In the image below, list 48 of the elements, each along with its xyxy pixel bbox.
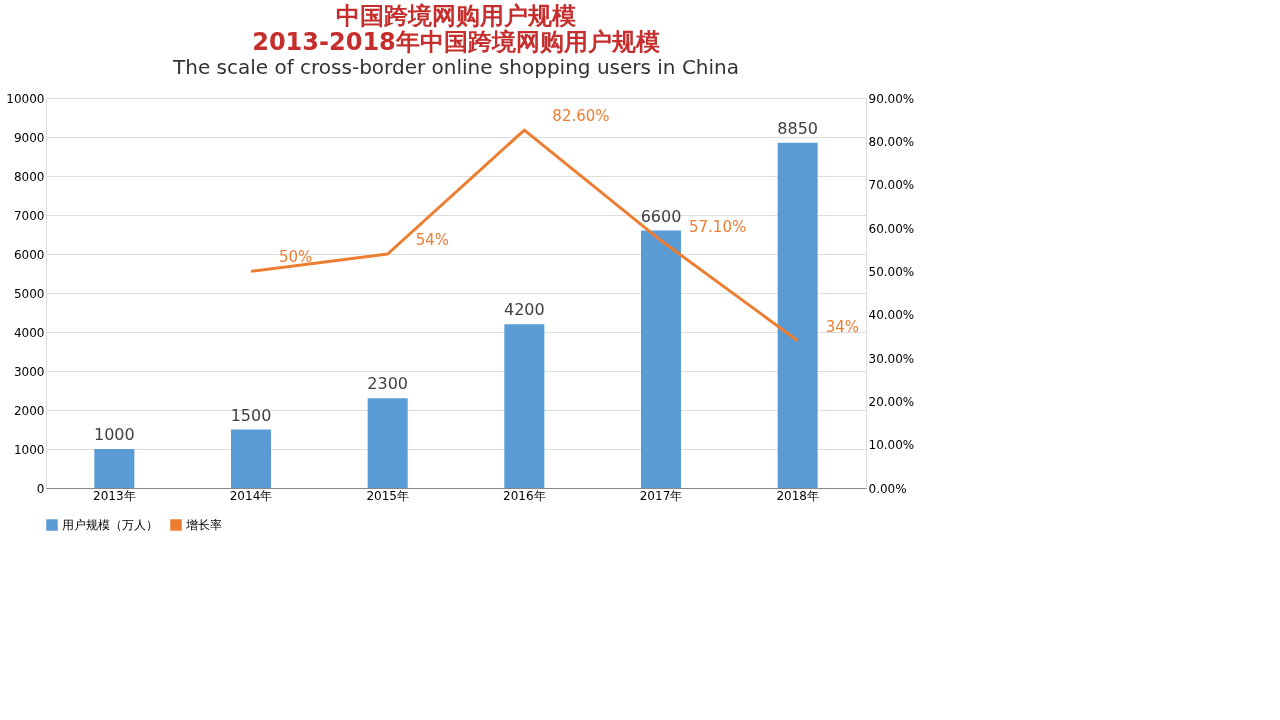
y2-tick-label: 90.00% bbox=[868, 91, 915, 106]
data-label: 82.60% bbox=[552, 107, 610, 126]
y-tick-label: 6000 bbox=[13, 247, 45, 262]
x-tick-label: 2014年 bbox=[229, 488, 273, 503]
data-label: 2300 bbox=[367, 374, 409, 394]
data-label: 57.10% bbox=[689, 217, 747, 236]
data-label: 34% bbox=[825, 317, 860, 336]
data-label: 1500 bbox=[230, 405, 272, 425]
y-tick-label: 10000 bbox=[6, 91, 45, 106]
y2-tick-label: 30.00% bbox=[868, 351, 915, 366]
x-tick-label: 2017年 bbox=[639, 488, 683, 503]
y-tick-label: 0 bbox=[36, 481, 45, 496]
bar bbox=[94, 449, 135, 488]
legend-label: 用户规模（万人） bbox=[62, 518, 158, 532]
y2-tick-label: 20.00% bbox=[868, 394, 915, 409]
chart-subtitle: The scale of cross-border online shopping users in China bbox=[171, 55, 740, 79]
x-tick-label: 2013年 bbox=[93, 488, 136, 503]
y-tick-label: 9000 bbox=[13, 130, 45, 145]
y2-tick-label: 80.00% bbox=[868, 134, 915, 149]
y2-tick-label: 10.00% bbox=[868, 438, 915, 453]
data-label: 8850 bbox=[777, 118, 819, 138]
data-label: 1000 bbox=[93, 425, 135, 444]
y2-tick-label: 0.00% bbox=[868, 481, 907, 496]
y-tick-label: 3000 bbox=[13, 364, 45, 379]
y2-tick-label: 50.00% bbox=[868, 264, 915, 279]
bar bbox=[641, 230, 681, 488]
data-label: 4200 bbox=[503, 300, 545, 320]
x-tick-label: 2018年 bbox=[776, 488, 819, 503]
y-tick-label: 5000 bbox=[13, 286, 45, 301]
y-tick-label: 4000 bbox=[13, 325, 45, 340]
bar bbox=[367, 398, 408, 488]
bar bbox=[504, 324, 545, 488]
x-tick-label: 2016年 bbox=[503, 488, 546, 503]
y-tick-label: 2000 bbox=[13, 403, 45, 418]
y-tick-label: 8000 bbox=[13, 169, 45, 184]
bar bbox=[777, 142, 818, 488]
y2-tick-label: 70.00% bbox=[868, 178, 915, 193]
data-label: 6600 bbox=[640, 206, 682, 226]
y2-tick-label: 60.00% bbox=[868, 221, 915, 236]
y-tick-label: 1000 bbox=[13, 442, 45, 457]
data-label: 50% bbox=[279, 248, 313, 267]
x-tick-label: 2015年 bbox=[366, 488, 409, 503]
data-label: 54% bbox=[415, 231, 450, 249]
y2-tick-label: 40.00% bbox=[868, 308, 915, 323]
legend-label: 增长率 bbox=[185, 518, 222, 532]
text: 2013-2018年中国跨境网购用户规模 bbox=[252, 28, 660, 56]
bar bbox=[231, 429, 271, 488]
y-tick-label: 7000 bbox=[13, 208, 45, 223]
